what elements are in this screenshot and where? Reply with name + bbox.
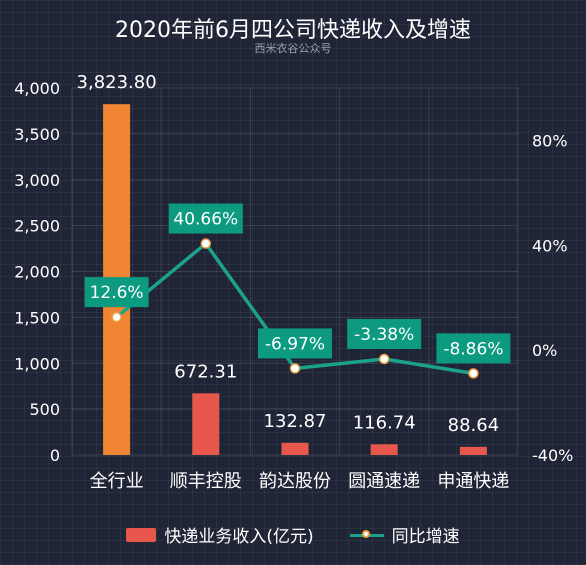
growth-value-label: -6.97% (265, 334, 325, 354)
x-tick-label: 韵达股份 (259, 471, 331, 492)
legend-item-revenue[interactable]: 快递业务收入(亿元) (126, 522, 314, 547)
bar-swatch-icon (126, 527, 157, 542)
legend: 快递业务收入(亿元) 同比增速 (0, 522, 586, 547)
chart-title: 2020年前6月四公司快递收入及增速 (115, 18, 471, 43)
y-left-tick-label: 2,000 (14, 263, 60, 282)
growth-point (200, 238, 212, 249)
growth-label-box (168, 203, 243, 234)
x-tick-label: 申通快递 (437, 471, 509, 492)
growth-point (378, 353, 390, 365)
bar-value-label: 132.87 (264, 411, 327, 432)
bar-value-label: 672.31 (174, 361, 237, 382)
y-left-tick-label: 1,500 (14, 308, 60, 327)
bar-value-label: 88.64 (448, 415, 500, 436)
growth-point (289, 363, 301, 374)
legend-item-growth[interactable]: 同比增速 (349, 522, 460, 547)
growth-value-label: -8.86% (443, 339, 503, 359)
chart-subtitle: 西米衣谷公众号 (254, 42, 332, 55)
growth-point (111, 311, 122, 323)
y-left-tick-label: 4,000 (14, 79, 60, 98)
growth-value-label: 12.6% (90, 283, 144, 303)
x-tick-label: 顺丰控股 (170, 471, 242, 492)
y-left-tick-label: 2,500 (14, 217, 60, 236)
legend-label-growth: 同比增速 (391, 527, 460, 547)
growth-label-box (436, 333, 511, 364)
bar (459, 446, 487, 455)
combo-chart: 0 500 1,000 1,500 2,000 2,500 3,000 3,500 4,000 -… (14, 72, 573, 492)
y-left-tick-label: 1,000 (14, 354, 60, 373)
legend-label-revenue: 快递业务收入(亿元) (164, 527, 314, 547)
growth-label-box (84, 277, 149, 308)
line-swatch-icon (349, 528, 384, 542)
bar (192, 393, 220, 455)
y-right-tick-label: 40% (532, 236, 568, 255)
y-right-tick-label: 0% (532, 341, 557, 360)
growth-label-box (347, 319, 422, 350)
bar-value-label: 3,823.80 (77, 72, 157, 93)
bar-value-label: 116.74 (353, 412, 416, 433)
x-tick-label: 全行业 (90, 471, 144, 492)
y-left-tick-label: 500 (29, 400, 60, 419)
growth-label-box (258, 328, 332, 359)
y-right-tick-label: 80% (532, 131, 568, 150)
y-left-tick-label: 0 (50, 446, 60, 465)
growth-value-label: 40.66% (173, 210, 238, 230)
bar (370, 444, 398, 455)
growth-point (468, 368, 479, 379)
y-left-tick-label: 3,000 (14, 171, 60, 190)
bar (281, 442, 309, 455)
y-left-tick-label: 3,500 (14, 125, 60, 144)
x-tick-label: 圆通速递 (348, 471, 420, 492)
growth-value-label: -3.38% (354, 325, 414, 345)
y-right-tick-label: -40% (532, 446, 573, 465)
